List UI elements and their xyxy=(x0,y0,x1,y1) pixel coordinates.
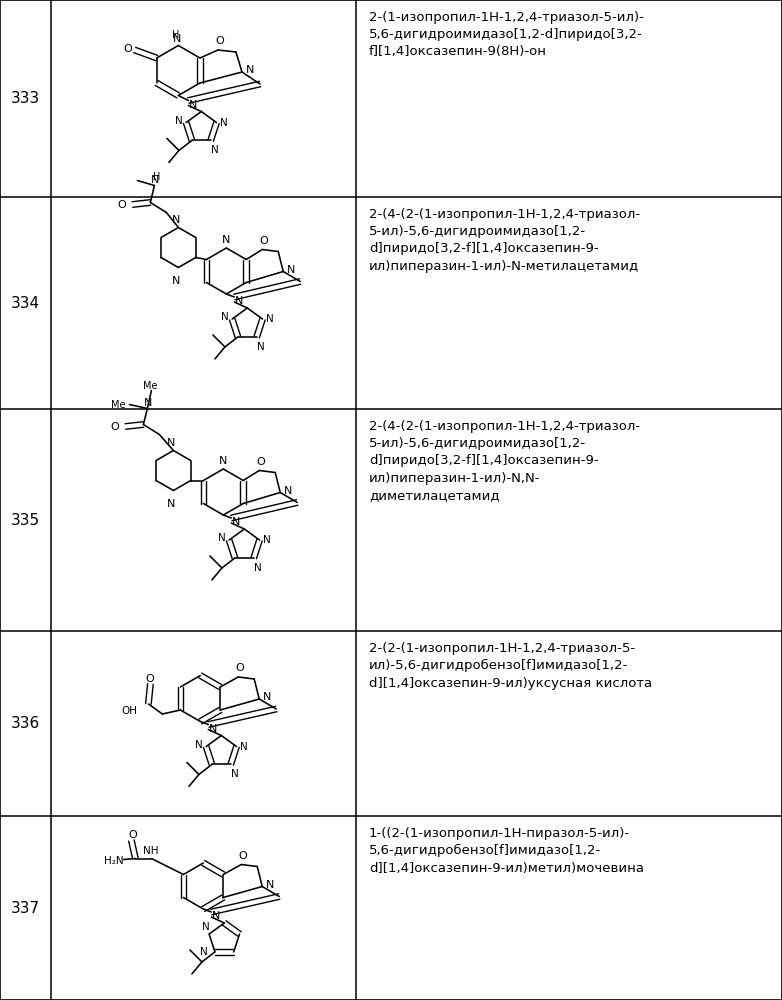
Text: N: N xyxy=(254,563,262,573)
Text: N: N xyxy=(144,398,152,408)
Text: O: O xyxy=(110,422,120,432)
Text: N: N xyxy=(203,922,210,932)
Text: O: O xyxy=(145,674,154,684)
Text: N: N xyxy=(287,265,296,275)
Text: N: N xyxy=(167,438,176,448)
Text: N: N xyxy=(196,740,203,750)
Text: 2-(2-(1-изопропил-1Н-1,2,4-триазол-5-
ил)-5,6-дигидробензо[f]имидазо[1,2-
d][1,4: 2-(2-(1-изопропил-1Н-1,2,4-триазол-5- ил… xyxy=(369,642,652,690)
Text: N: N xyxy=(219,456,228,466)
Text: N: N xyxy=(173,33,181,43)
Text: N: N xyxy=(239,742,247,752)
Text: O: O xyxy=(239,851,248,860)
Text: N: N xyxy=(284,486,292,496)
Text: N: N xyxy=(220,118,228,128)
Text: O: O xyxy=(128,830,137,840)
Text: N: N xyxy=(256,342,264,352)
Text: OH: OH xyxy=(121,706,138,716)
Text: N: N xyxy=(222,235,231,245)
Text: H: H xyxy=(152,172,160,182)
Text: N: N xyxy=(172,276,181,286)
Text: 2-(4-(2-(1-изопропил-1Н-1,2,4-триазол-
5-ил)-5,6-дигидроимидазо[1,2-
d]пиридо[3,: 2-(4-(2-(1-изопропил-1Н-1,2,4-триазол- 5… xyxy=(369,420,640,502)
Text: Me: Me xyxy=(143,381,158,391)
Text: N: N xyxy=(266,880,274,890)
Text: 334: 334 xyxy=(11,296,40,311)
Text: N: N xyxy=(263,692,271,702)
Text: N: N xyxy=(200,947,208,957)
Text: N: N xyxy=(218,533,226,543)
Text: N: N xyxy=(212,911,221,921)
Text: N: N xyxy=(263,535,271,545)
Text: 2-(4-(2-(1-изопропил-1Н-1,2,4-триазол-
5-ил)-5,6-дигидроимидазо[1,2-
d]пиридо[3,: 2-(4-(2-(1-изопропил-1Н-1,2,4-триазол- 5… xyxy=(369,208,640,273)
Text: N: N xyxy=(266,314,274,324)
Text: NH: NH xyxy=(142,846,158,856)
Text: N: N xyxy=(189,101,198,110)
Text: N: N xyxy=(232,517,241,527)
Text: N: N xyxy=(231,769,239,779)
Text: O: O xyxy=(216,36,224,46)
Text: O: O xyxy=(260,236,268,246)
Text: 336: 336 xyxy=(11,716,40,731)
Text: 1-((2-(1-изопропил-1Н-пиразол-5-ил)-
5,6-дигидробензо[f]имидазо[1,2-
d][1,4]окса: 1-((2-(1-изопропил-1Н-пиразол-5-ил)- 5,6… xyxy=(369,827,644,875)
Text: O: O xyxy=(117,200,127,210)
Text: O: O xyxy=(236,663,245,673)
Text: N: N xyxy=(175,116,183,126)
Text: N: N xyxy=(235,296,243,306)
Text: H₂N: H₂N xyxy=(104,856,124,866)
Text: N: N xyxy=(221,312,229,322)
Text: 333: 333 xyxy=(11,91,40,106)
Text: H: H xyxy=(171,30,179,40)
Text: O: O xyxy=(256,457,266,467)
Text: 335: 335 xyxy=(11,513,40,528)
Text: N: N xyxy=(209,724,217,734)
Text: N: N xyxy=(246,65,254,75)
Text: N: N xyxy=(211,145,219,155)
Text: 2-(1-изопропил-1Н-1,2,4-триазол-5-ил)-
5,6-дигидроимидазо[1,2-d]пиридо[3,2-
f][1: 2-(1-изопропил-1Н-1,2,4-триазол-5-ил)- 5… xyxy=(369,11,644,58)
Text: N: N xyxy=(151,175,160,185)
Text: O: O xyxy=(124,44,132,54)
Text: 337: 337 xyxy=(11,901,40,916)
Text: N: N xyxy=(172,215,181,225)
Text: Me: Me xyxy=(111,400,125,410)
Text: N: N xyxy=(167,499,176,509)
